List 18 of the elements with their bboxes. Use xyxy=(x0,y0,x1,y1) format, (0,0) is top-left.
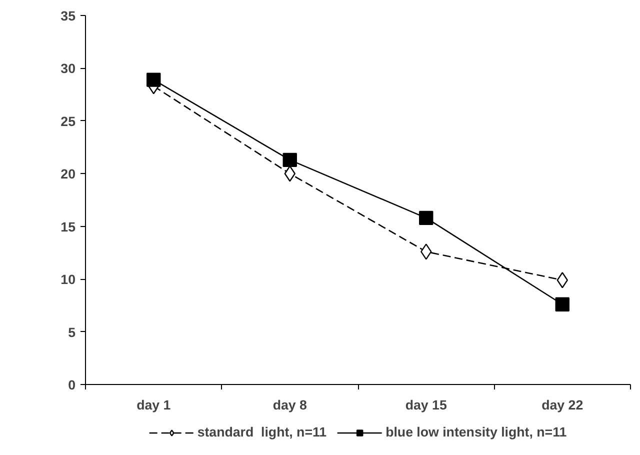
legend-label: blue low intensity light, n=11 xyxy=(386,424,567,440)
y-tick-label: 10 xyxy=(60,272,76,288)
point xyxy=(146,72,161,87)
x-tick-label: day 22 xyxy=(542,398,584,412)
x-tick-label: day 1 xyxy=(136,398,172,412)
point xyxy=(555,297,570,312)
x-tick-label: day 15 xyxy=(405,398,448,412)
y-tick-label: 15 xyxy=(60,219,76,234)
x-tick-label: day 8 xyxy=(272,398,307,412)
y-tick-label: 30 xyxy=(60,61,76,76)
y-tick-label: 0 xyxy=(68,378,76,392)
point xyxy=(282,152,297,168)
legend-label: standard light, n=11 xyxy=(197,424,327,440)
y-tick-label: 20 xyxy=(60,166,76,182)
y-tick-label: 25 xyxy=(60,114,76,129)
y-tick-label: 5 xyxy=(68,324,76,340)
point xyxy=(419,210,434,226)
y-tick-label: 35 xyxy=(60,8,76,24)
